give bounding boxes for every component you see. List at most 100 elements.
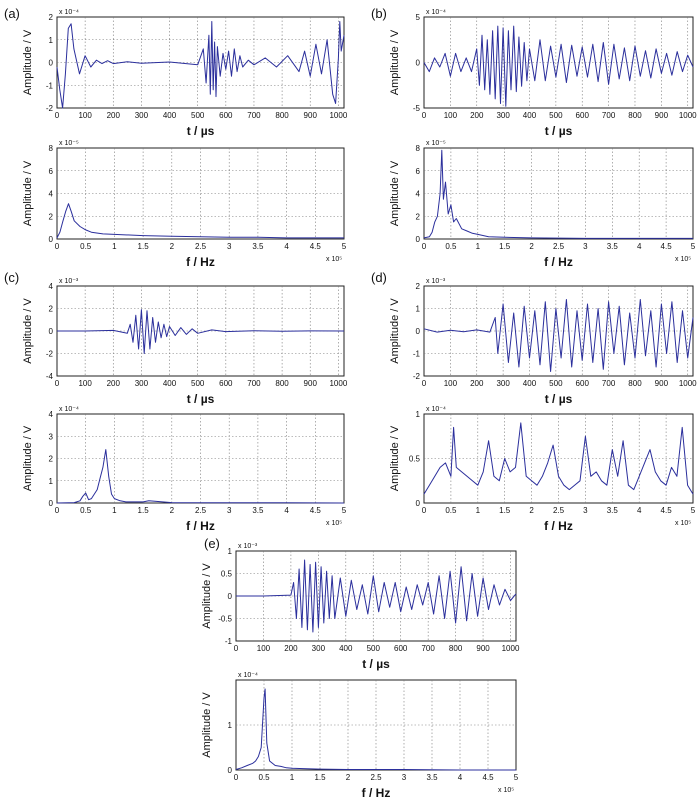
x-tick-label: 2.5 bbox=[195, 506, 207, 515]
x-tick-label: 3.5 bbox=[607, 242, 619, 251]
x-tick-label: 2 bbox=[529, 506, 534, 515]
x-tick-label: 1.5 bbox=[314, 773, 326, 782]
chart-c-freq: 0 0.5 1 1.5 2 2.5 3 3.5 4 4.5 5 0 1 2 3 4 x 10⁻⁴ x 10⁵ Amp… bbox=[22, 406, 347, 533]
x-tick-label: 2 bbox=[346, 773, 351, 782]
y-tick-label: 2 bbox=[49, 212, 54, 221]
x-tick-label: 900 bbox=[655, 379, 669, 388]
x-tick-label: 1000 bbox=[329, 111, 347, 120]
x-tick-label: 3 bbox=[227, 242, 232, 251]
chart-d-time: 0 100 200 300 400 500 600 700 800 900 1000 -2 -1 0 1 2x… bbox=[389, 278, 697, 406]
chart-a-freq: 0 0.5 1 1.5 2 2.5 3 3.5 4 4.5 5 0 2 4 6 8 x 10⁻⁵ x 10⁵ Amp… bbox=[22, 140, 347, 269]
x-tick-label: 500 bbox=[549, 379, 563, 388]
x-tick-label: 300 bbox=[312, 644, 326, 653]
y-tick-label: 1 bbox=[49, 36, 54, 45]
x-tick-label: 600 bbox=[219, 111, 233, 120]
x-tick-label: 600 bbox=[219, 379, 233, 388]
series-line bbox=[423, 299, 694, 372]
y-tick-label: 1 bbox=[416, 410, 421, 419]
y-axis-title: Amplitude / V bbox=[389, 298, 401, 364]
y-axis-title: Amplitude / V bbox=[22, 29, 34, 95]
x-tick-label: 0 bbox=[55, 242, 60, 251]
y-tick-label: 0 bbox=[49, 499, 54, 508]
y-multiplier: x 10⁻⁵ bbox=[59, 140, 79, 147]
x-tick-label: 600 bbox=[576, 379, 590, 388]
panel-label-b: (b) bbox=[371, 6, 387, 21]
x-tick-label: 3 bbox=[227, 506, 232, 515]
x-tick-label: 900 bbox=[655, 111, 669, 120]
x-tick-label: 100 bbox=[257, 644, 271, 653]
y-tick-label: 0.5 bbox=[221, 570, 233, 579]
x-tick-label: 200 bbox=[107, 111, 121, 120]
x-tick-label: 4.5 bbox=[661, 506, 673, 515]
y-tick-label: -4 bbox=[46, 372, 54, 381]
y-tick-label: 2 bbox=[49, 13, 54, 22]
x-tick-label: 1 bbox=[476, 506, 481, 515]
x-tick-label: 0.5 bbox=[445, 506, 457, 515]
x-axis-title: t / µs bbox=[545, 124, 573, 138]
y-tick-label: 4 bbox=[49, 410, 54, 419]
x-tick-label: 0 bbox=[422, 506, 427, 515]
x-tick-label: 1000 bbox=[679, 379, 697, 388]
chart-e-freq: 0 0.5 1 1.5 2 2.5 3 3.5 4 4.5 5 0 1 x 10⁻⁴ x 10⁵ Amplit… bbox=[201, 672, 519, 800]
y-tick-label: -1 bbox=[46, 81, 54, 90]
x-tick-label: 900 bbox=[476, 644, 490, 653]
y-multiplier: x 10⁻⁴ bbox=[238, 672, 258, 679]
x-tick-label: 4 bbox=[458, 773, 463, 782]
y-tick-label: -1 bbox=[413, 350, 421, 359]
x-tick-label: 1.5 bbox=[138, 506, 150, 515]
x-tick-label: 500 bbox=[191, 111, 205, 120]
panel-label-d: (d) bbox=[371, 270, 387, 285]
x-tick-label: 100 bbox=[444, 111, 458, 120]
x-axis-title: t / µs bbox=[187, 392, 215, 406]
chart-b-freq: 0 0.5 1 1.5 2 2.5 3 3.5 4 4.5 5 0 2 4 6 8 x 10⁻⁵ x 10⁵ Amp… bbox=[389, 140, 696, 269]
x-tick-label: 200 bbox=[470, 111, 484, 120]
y-axis-title: Amplitude / V bbox=[389, 425, 401, 491]
x-tick-label: 0 bbox=[55, 111, 60, 120]
y-tick-label: 1 bbox=[49, 477, 54, 486]
series-line bbox=[56, 449, 345, 504]
x-tick-label: 4.5 bbox=[661, 242, 673, 251]
x-tick-label: 800 bbox=[628, 379, 642, 388]
y-axis-title: Amplitude / V bbox=[22, 298, 34, 364]
x-axis-title: t / µs bbox=[545, 392, 573, 406]
y-multiplier: x 10⁻³ bbox=[59, 278, 79, 285]
x-tick-label: 400 bbox=[163, 111, 177, 120]
y-multiplier: x 10⁻⁴ bbox=[426, 9, 446, 16]
x-tick-label: 3.5 bbox=[252, 242, 264, 251]
x-tick-label: 4.5 bbox=[482, 773, 494, 782]
y-tick-label: 2 bbox=[416, 282, 421, 291]
x-tick-label: 900 bbox=[304, 379, 318, 388]
x-tick-label: 3 bbox=[583, 506, 588, 515]
y-tick-label: 0 bbox=[228, 766, 233, 775]
y-multiplier: x 10⁻⁵ bbox=[426, 140, 446, 147]
x-tick-label: 0 bbox=[234, 773, 239, 782]
x-tick-label: 800 bbox=[275, 379, 289, 388]
x-tick-label: 3 bbox=[402, 773, 407, 782]
x-axis-title: f / Hz bbox=[544, 255, 573, 269]
x-tick-label: 2.5 bbox=[553, 506, 565, 515]
x-axis-title: t / µs bbox=[362, 657, 390, 671]
y-tick-label: 4 bbox=[49, 190, 54, 199]
y-tick-label: -0.5 bbox=[218, 615, 232, 624]
y-tick-label: 0 bbox=[49, 235, 54, 244]
x-tick-label: 300 bbox=[496, 111, 510, 120]
x-tick-label: 300 bbox=[496, 379, 510, 388]
y-tick-label: 1 bbox=[228, 721, 233, 730]
y-tick-label: -2 bbox=[46, 350, 54, 359]
x-tick-label: 1.5 bbox=[499, 506, 511, 515]
y-tick-label: 0 bbox=[416, 235, 421, 244]
x-tick-label: 700 bbox=[421, 644, 435, 653]
x-multiplier: x 10⁵ bbox=[326, 256, 342, 263]
x-multiplier: x 10⁵ bbox=[326, 520, 342, 527]
y-multiplier: x 10⁻³ bbox=[426, 278, 446, 285]
series-line bbox=[57, 309, 345, 354]
x-tick-label: 4 bbox=[637, 506, 642, 515]
x-tick-label: 4 bbox=[284, 506, 289, 515]
y-tick-label: 0 bbox=[49, 327, 54, 336]
x-tick-label: 900 bbox=[304, 111, 318, 120]
x-tick-label: 2.5 bbox=[195, 242, 207, 251]
x-tick-label: 200 bbox=[470, 379, 484, 388]
y-axis-title: Amplitude / V bbox=[201, 563, 213, 629]
series-line bbox=[56, 21, 345, 109]
